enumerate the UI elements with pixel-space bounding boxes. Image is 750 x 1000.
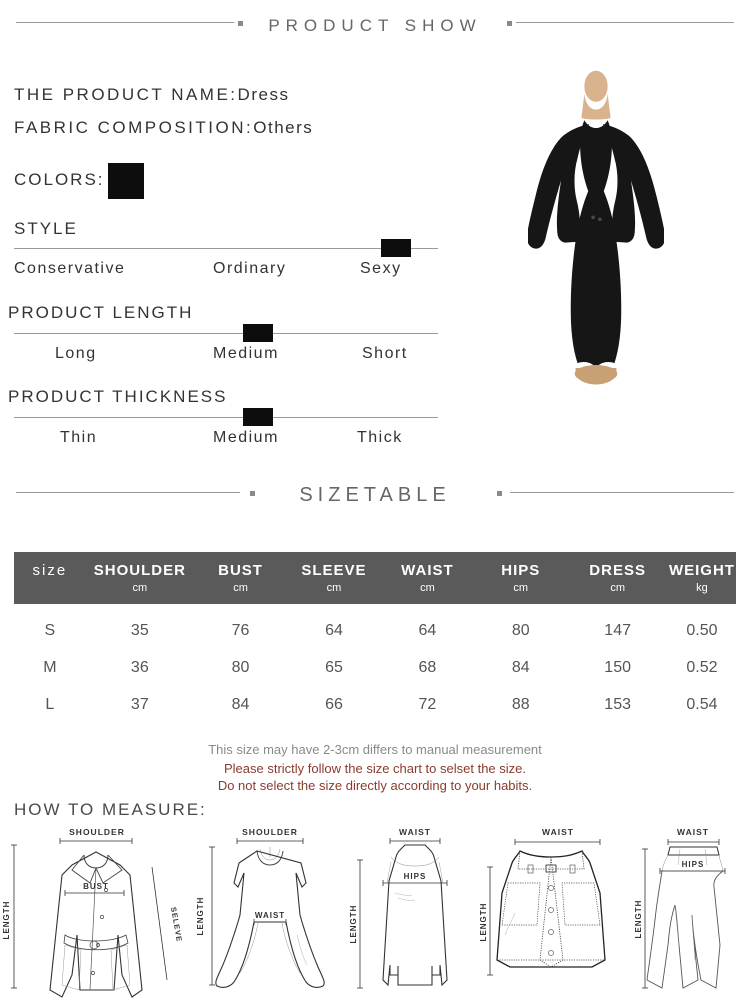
svg-text:LENGTH: LENGTH: [635, 900, 643, 939]
svg-text:SHOULDER: SHOULDER: [69, 827, 125, 837]
svg-text:WAIST: WAIST: [677, 827, 709, 837]
svg-text:WAIST: WAIST: [542, 827, 574, 837]
svg-text:HIPS: HIPS: [404, 872, 427, 881]
svg-text:SELEVE: SELEVE: [169, 906, 184, 943]
svg-text:LENGTH: LENGTH: [196, 897, 205, 936]
svg-text:HIPS: HIPS: [682, 860, 705, 869]
svg-text:LENGTH: LENGTH: [350, 905, 358, 944]
svg-text:WAIST: WAIST: [255, 911, 285, 920]
svg-text:SHOULDER: SHOULDER: [242, 827, 298, 837]
svg-text:LENGTH: LENGTH: [480, 903, 488, 942]
svg-text:BUST: BUST: [83, 882, 109, 891]
svg-text:LENGTH: LENGTH: [2, 901, 11, 940]
svg-text:WAIST: WAIST: [399, 827, 431, 837]
